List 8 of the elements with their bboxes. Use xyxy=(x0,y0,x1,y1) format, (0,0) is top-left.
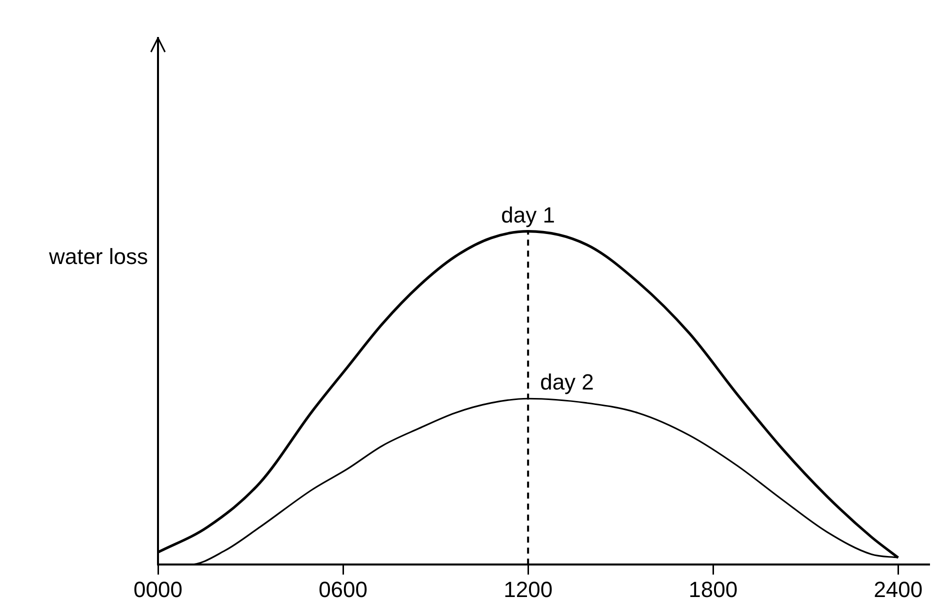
x-tick-label: 1200 xyxy=(504,576,553,602)
x-tick-label: 0000 xyxy=(134,576,182,602)
series-label: day 1 xyxy=(501,202,555,228)
x-tick-label: 0600 xyxy=(318,576,368,602)
x-tick-label: 1800 xyxy=(688,576,738,602)
series-label: day 2 xyxy=(540,370,594,395)
x-tick-label: 2400 xyxy=(874,576,923,602)
y-axis-title: water loss xyxy=(48,244,148,270)
